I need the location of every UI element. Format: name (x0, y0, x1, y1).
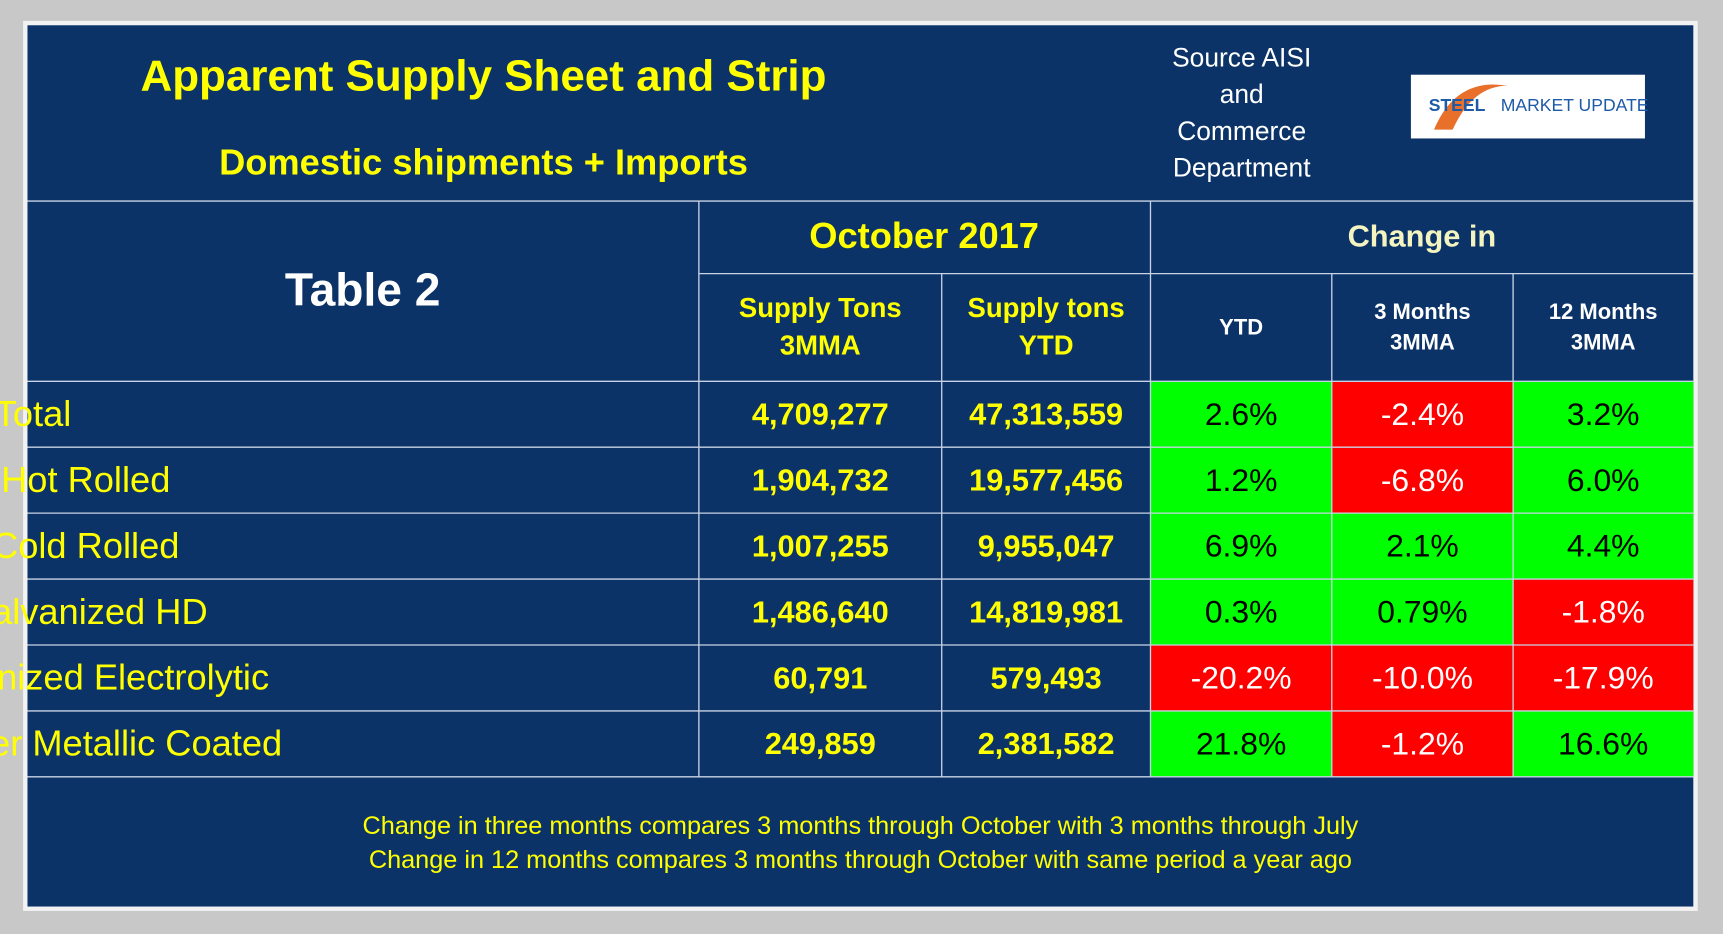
title: Apparent Supply Sheet and Strip (141, 52, 827, 101)
cell-fill (1150, 710, 1332, 777)
cell: -10.0% (1372, 660, 1473, 696)
cell: 0.79% (1377, 594, 1467, 630)
cell: 21.8% (1196, 726, 1286, 762)
row-label: Cold Rolled (0, 525, 179, 566)
footnotes: Change in three months compares 3 months… (363, 812, 1359, 874)
column-header: 3MMA (780, 329, 861, 360)
row-label: All other Metallic Coated (0, 723, 282, 764)
cell: 4,709,277 (752, 397, 889, 432)
source: Source AISI and Commerce Department (1172, 42, 1311, 182)
cell-fill (1513, 710, 1694, 777)
cell-fill (1331, 645, 1514, 711)
cell: 16.6% (1558, 726, 1648, 762)
cell-fill (1150, 579, 1332, 646)
source-line: Department (1173, 153, 1311, 183)
column-header: 3MMA (1390, 330, 1455, 355)
cell-fill (1150, 381, 1332, 448)
column-header: Supply Tons (739, 292, 902, 323)
cell-fill (1513, 381, 1694, 448)
cell-fill (1150, 645, 1332, 711)
group-header: October 2017 (809, 215, 1039, 256)
cell: -17.9% (1553, 660, 1654, 696)
row-label: Total (0, 393, 71, 434)
source-line: Commerce (1177, 116, 1306, 146)
column-header: 3MMA (1571, 330, 1636, 355)
column-header: Supply tons (968, 292, 1125, 323)
table-title: Table 2 (285, 264, 441, 316)
cell-fill (1150, 447, 1332, 514)
footnote: Change in 12 months compares 3 months th… (369, 846, 1352, 874)
cell: 4.4% (1567, 528, 1640, 564)
column-header: 3 Months (1374, 299, 1470, 324)
cell: 14,819,981 (969, 594, 1123, 629)
logo-swoosh (1433, 84, 1508, 130)
logo-text: STEEL (1429, 95, 1486, 115)
cell: 6.0% (1567, 462, 1640, 498)
cell: 9,955,047 (978, 528, 1115, 563)
cell: 1.2% (1205, 462, 1278, 498)
cell-fill (1331, 381, 1514, 448)
cell: 1,904,732 (752, 463, 889, 498)
row-label: Hot Rolled (1, 459, 170, 500)
cell: 6.9% (1205, 528, 1278, 564)
column-header: YTD (1219, 314, 1263, 339)
cell-fill (1150, 513, 1332, 580)
source-line: and (1220, 79, 1264, 109)
cell: 2.1% (1386, 528, 1459, 564)
column-header: YTD (1019, 329, 1074, 360)
source-line: Source AISI (1172, 42, 1311, 72)
cell-fill (1331, 513, 1514, 580)
cell: 1,007,255 (752, 528, 889, 563)
cell-fill (1513, 579, 1694, 646)
cell: 249,859 (765, 726, 876, 761)
cell: -1.8% (1562, 594, 1645, 630)
cell: 2,381,582 (978, 726, 1115, 761)
cell: 47,313,559 (969, 397, 1123, 432)
cell: 19,577,456 (969, 463, 1123, 498)
subtitle: Domestic shipments + Imports (219, 141, 748, 182)
row-label: Galvanized Electrolytic (0, 657, 269, 698)
row-label: Galvanized HD (0, 591, 208, 632)
cell: 2.6% (1205, 396, 1278, 432)
footnote: Change in three months compares 3 months… (363, 812, 1359, 840)
table: Total 4,709,277 47,313,559 2.6% -2.4% 3.2% Hot… (0, 201, 1694, 778)
cell: 0.3% (1205, 594, 1278, 630)
cell: -6.8% (1381, 462, 1464, 498)
cell: -1.2% (1381, 726, 1464, 762)
cell: 60,791 (773, 660, 867, 695)
cell-fill (1331, 447, 1514, 514)
cell: 579,493 (991, 660, 1102, 695)
cell: 3.2% (1567, 396, 1640, 432)
group-header: Change in (1348, 219, 1497, 254)
column-header: 12 Months (1549, 299, 1658, 324)
cell: -2.4% (1381, 396, 1464, 432)
logo-text: MARKET UPDATE (1501, 95, 1649, 115)
cell-fill (1513, 447, 1694, 514)
cell: 1,486,640 (752, 594, 889, 629)
cell-fill (1331, 579, 1514, 646)
cell-fill (1331, 710, 1514, 777)
cell-fill (1513, 513, 1694, 580)
cell-fill (1513, 645, 1694, 711)
cell: -20.2% (1191, 660, 1292, 696)
